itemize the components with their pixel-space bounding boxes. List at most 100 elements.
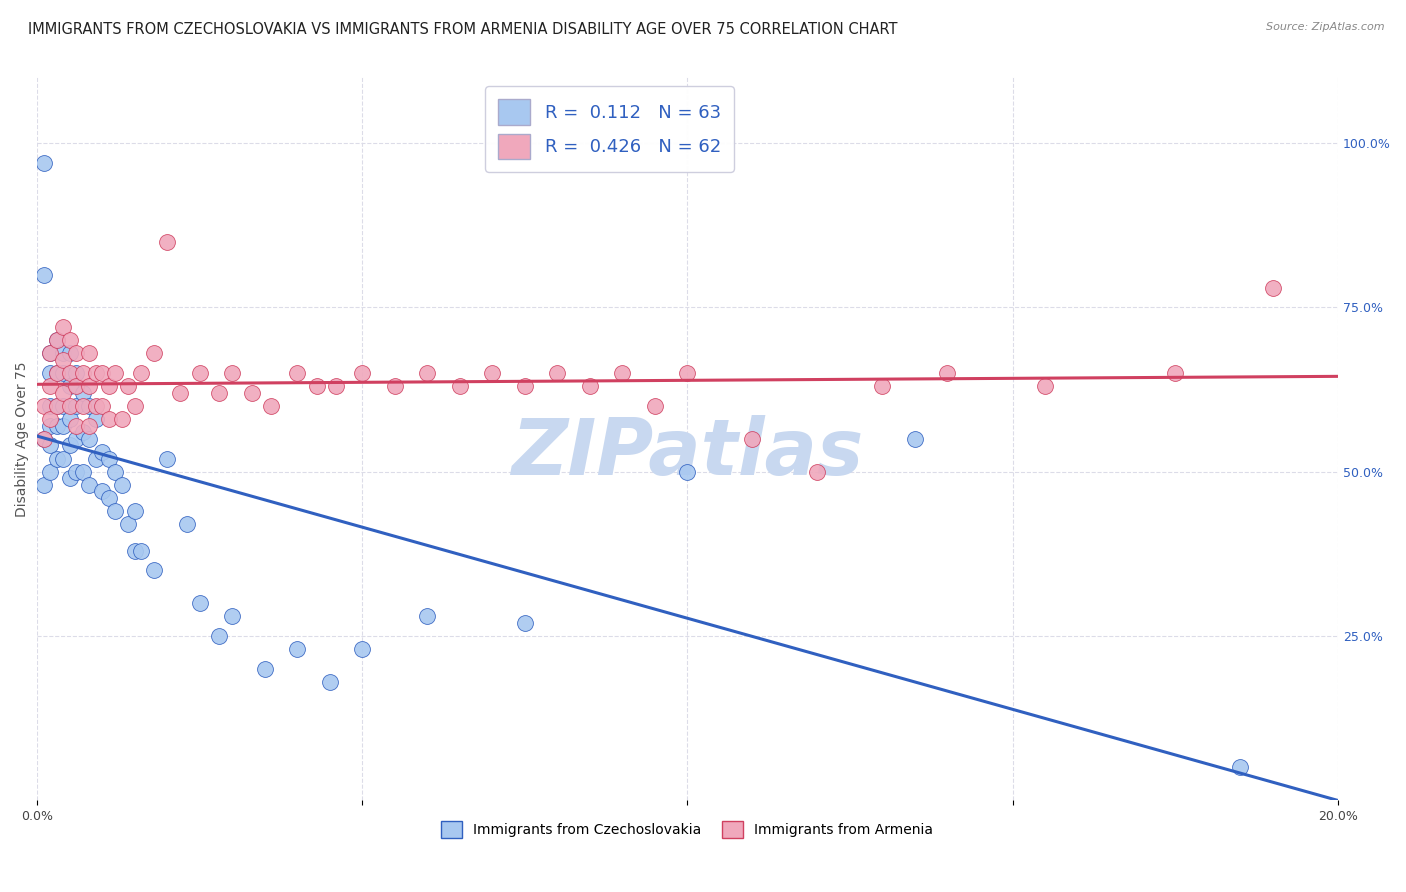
Point — [287, 642, 309, 657]
Point — [52, 418, 75, 433]
Point — [45, 451, 67, 466]
Point — [143, 563, 166, 577]
Point — [644, 399, 666, 413]
Point — [45, 418, 67, 433]
Point — [52, 399, 75, 413]
Point — [32, 432, 55, 446]
Point — [513, 615, 536, 630]
Point — [176, 517, 198, 532]
Point — [59, 333, 82, 347]
Point — [104, 465, 127, 479]
Point — [546, 366, 568, 380]
Point — [65, 366, 87, 380]
Point — [352, 366, 374, 380]
Point — [97, 379, 120, 393]
Text: Source: ZipAtlas.com: Source: ZipAtlas.com — [1267, 22, 1385, 32]
Point — [45, 333, 67, 347]
Point — [39, 379, 62, 393]
Point — [84, 399, 107, 413]
Point — [79, 418, 101, 433]
Point — [39, 465, 62, 479]
Point — [72, 399, 94, 413]
Point — [72, 385, 94, 400]
Point — [72, 465, 94, 479]
Point — [305, 379, 328, 393]
Point — [124, 399, 146, 413]
Point — [117, 517, 139, 532]
Point — [449, 379, 471, 393]
Point — [32, 268, 55, 282]
Point — [52, 385, 75, 400]
Point — [39, 438, 62, 452]
Point — [221, 609, 243, 624]
Point — [240, 385, 263, 400]
Y-axis label: Disability Age Over 75: Disability Age Over 75 — [15, 361, 30, 516]
Point — [79, 432, 101, 446]
Point — [65, 346, 87, 360]
Point — [84, 412, 107, 426]
Point — [676, 366, 699, 380]
Point — [936, 366, 959, 380]
Point — [59, 346, 82, 360]
Point — [52, 353, 75, 368]
Point — [806, 465, 828, 479]
Text: ZIPatlas: ZIPatlas — [512, 416, 863, 491]
Point — [384, 379, 406, 393]
Point — [59, 366, 82, 380]
Point — [91, 484, 114, 499]
Point — [352, 642, 374, 657]
Point — [97, 451, 120, 466]
Point — [208, 629, 231, 643]
Point — [45, 366, 67, 380]
Point — [65, 432, 87, 446]
Point — [156, 235, 179, 249]
Point — [59, 471, 82, 485]
Point — [188, 596, 211, 610]
Point — [32, 478, 55, 492]
Point — [221, 366, 243, 380]
Point — [872, 379, 894, 393]
Point — [39, 346, 62, 360]
Point — [612, 366, 634, 380]
Text: IMMIGRANTS FROM CZECHOSLOVAKIA VS IMMIGRANTS FROM ARMENIA DISABILITY AGE OVER 75: IMMIGRANTS FROM CZECHOSLOVAKIA VS IMMIGR… — [28, 22, 897, 37]
Point — [91, 445, 114, 459]
Point — [45, 366, 67, 380]
Point — [72, 425, 94, 440]
Point — [32, 432, 55, 446]
Point — [124, 504, 146, 518]
Point — [579, 379, 602, 393]
Point — [104, 366, 127, 380]
Point — [91, 366, 114, 380]
Point — [325, 379, 347, 393]
Point — [79, 379, 101, 393]
Point — [416, 366, 439, 380]
Point — [32, 399, 55, 413]
Point — [287, 366, 309, 380]
Legend: Immigrants from Czechoslovakia, Immigrants from Armenia: Immigrants from Czechoslovakia, Immigran… — [436, 816, 939, 844]
Point — [79, 399, 101, 413]
Point — [676, 465, 699, 479]
Point — [59, 399, 82, 413]
Point — [97, 412, 120, 426]
Point — [65, 418, 87, 433]
Point — [59, 379, 82, 393]
Point — [208, 385, 231, 400]
Point — [104, 504, 127, 518]
Point — [1033, 379, 1056, 393]
Point — [39, 346, 62, 360]
Point — [52, 320, 75, 334]
Point — [319, 674, 342, 689]
Point — [513, 379, 536, 393]
Point — [79, 346, 101, 360]
Point — [45, 399, 67, 413]
Point — [84, 451, 107, 466]
Point — [117, 379, 139, 393]
Point — [416, 609, 439, 624]
Point — [32, 156, 55, 170]
Point — [741, 432, 763, 446]
Point — [45, 399, 67, 413]
Point — [131, 543, 153, 558]
Point — [45, 333, 67, 347]
Point — [52, 346, 75, 360]
Point — [260, 399, 283, 413]
